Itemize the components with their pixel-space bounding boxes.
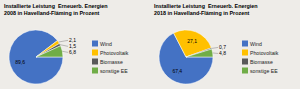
title-line: Installierte Leistung Erneuerb. Energien xyxy=(154,3,258,9)
data-label: 89,6 xyxy=(15,59,25,65)
title-line: Installierte Leistung Erneuerb. Energien xyxy=(4,3,108,9)
legend-entry: sonstige EE xyxy=(100,68,128,74)
legend-swatch xyxy=(242,50,248,56)
leader-line xyxy=(60,45,68,47)
pie-slice xyxy=(36,46,63,57)
data-label: 67,4 xyxy=(172,68,182,74)
data-label: 27,1 xyxy=(187,38,197,44)
data-label: 6,8 xyxy=(69,49,76,55)
legend-swatch xyxy=(92,68,98,74)
legend-entry: sonstige EE xyxy=(250,68,278,74)
pie-slice xyxy=(9,30,63,84)
pie-slice xyxy=(186,49,213,57)
legend-swatch xyxy=(242,59,248,65)
legend-entry: Wind xyxy=(100,41,112,47)
legend: Wind Photovoltaik Biomasse sonstige EE xyxy=(92,41,129,74)
legend: Wind Photovoltaik Biomasse sonstige EE xyxy=(242,41,279,74)
slices xyxy=(9,30,63,84)
leader-line xyxy=(212,47,218,49)
legend-entry: Biomasse xyxy=(250,59,273,65)
leader-line xyxy=(62,51,68,52)
leader-line xyxy=(58,40,68,42)
legend-entry: Biomasse xyxy=(100,59,123,65)
pie-panel: Installierte Leistung Erneuerb. Energien… xyxy=(4,3,129,84)
data-label: 4,8 xyxy=(219,50,226,56)
leader-line xyxy=(213,52,218,54)
legend-swatch xyxy=(242,68,248,74)
legend-swatch xyxy=(92,50,98,56)
legend-swatch xyxy=(242,41,248,47)
title: Installierte Leistung Erneuerb. Energien… xyxy=(154,3,258,16)
pie-panel: Installierte Leistung Erneuerb. Energien… xyxy=(154,3,279,84)
legend-swatch xyxy=(92,41,98,47)
data-labels: 89,62,11,56,8 xyxy=(15,37,76,65)
title-line: 2008 in Havelland-Fläming in Prozent xyxy=(4,10,99,16)
legend-swatch xyxy=(92,59,98,65)
legend-entry: Photovoltaik xyxy=(250,50,279,56)
data-labels: 67,427,10,74,8 xyxy=(172,38,226,74)
legend-entry: Photovoltaik xyxy=(100,50,129,56)
legend-entry: Wind xyxy=(250,41,262,47)
slices xyxy=(159,30,213,84)
title-line: 2018 in Havelland-Fläming in Prozent xyxy=(154,10,249,16)
title: Installierte Leistung Erneuerb. Energien… xyxy=(4,3,108,16)
chart-canvas: Installierte Leistung Erneuerb. Energien… xyxy=(0,0,300,89)
